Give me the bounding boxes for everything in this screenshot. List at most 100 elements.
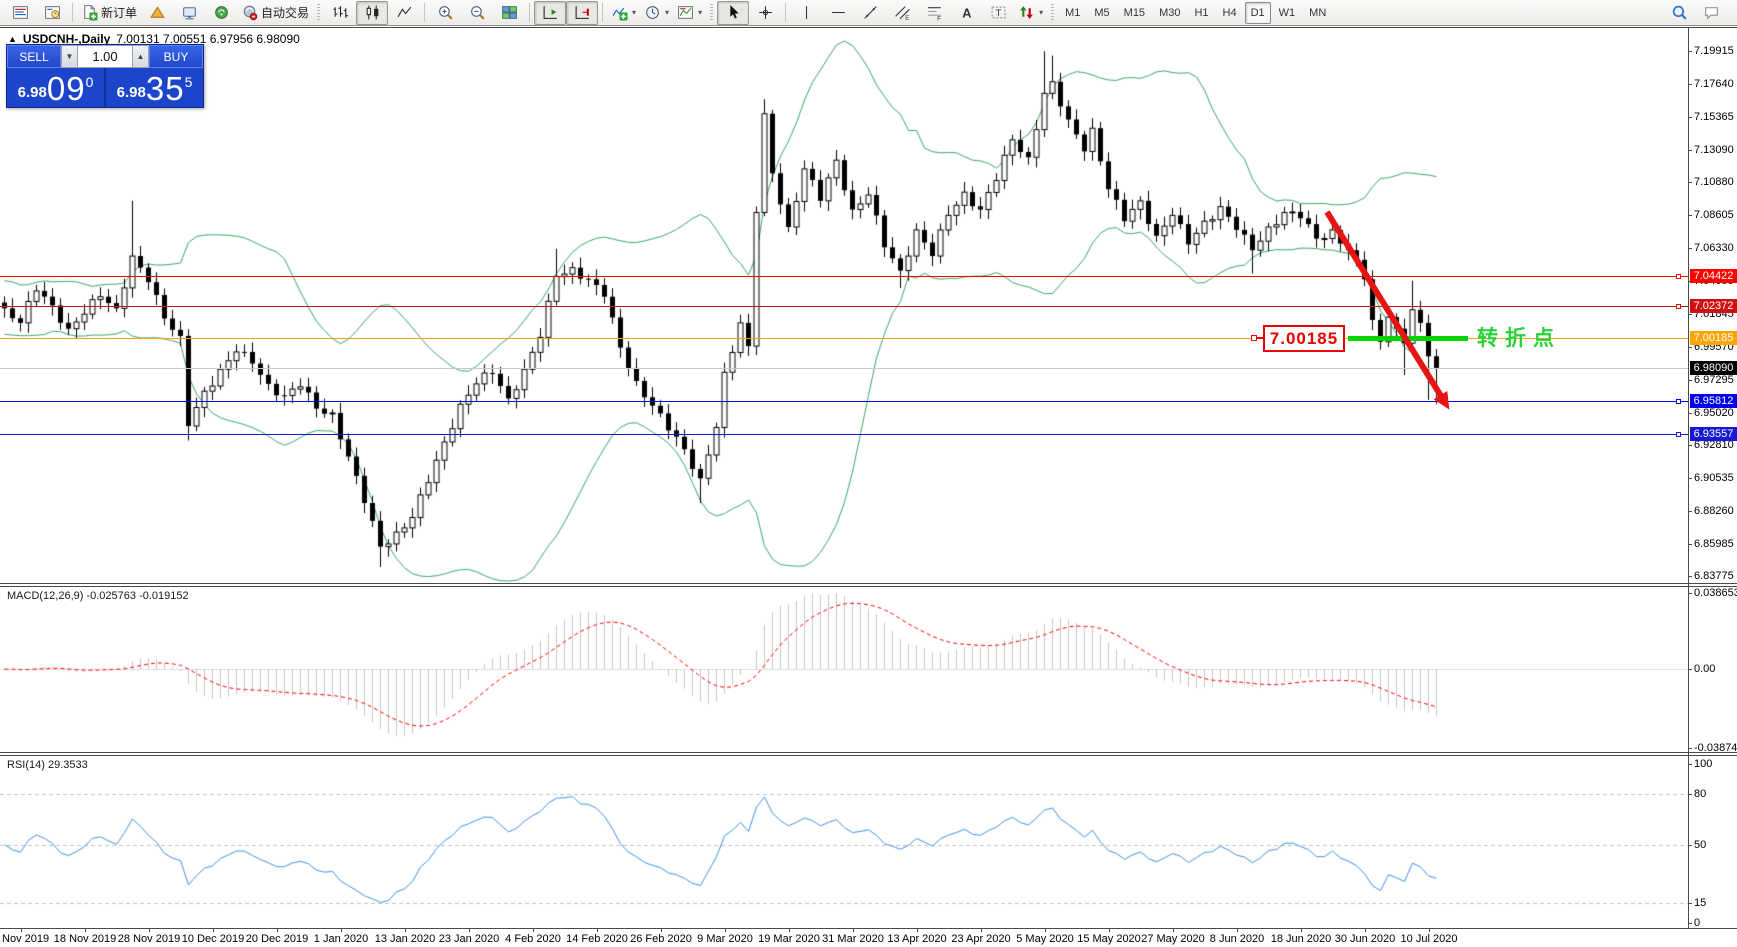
hline-7.02372[interactable] [0, 306, 1688, 307]
timeframe-mn[interactable]: MN [1309, 6, 1327, 19]
toolbar-drag-handle[interactable] [710, 3, 714, 22]
buy-button[interactable]: BUY [149, 45, 203, 68]
chat-button[interactable] [1695, 1, 1727, 25]
autotrading-button[interactable]: 自动交易 [237, 1, 313, 25]
panel-splitter[interactable] [0, 752, 1737, 756]
time-axis-tick [277, 929, 278, 932]
tile-windows-button[interactable] [493, 1, 525, 25]
subwindow-collapse-icon[interactable]: ▲ [8, 34, 17, 44]
zoom-out-button[interactable] [461, 1, 493, 25]
chevron-down-icon[interactable]: ▾ [698, 8, 703, 17]
panel-splitter[interactable] [0, 583, 1737, 587]
timeframe-w1[interactable]: W1 [1278, 6, 1296, 19]
chevron-down-icon[interactable]: ▾ [632, 8, 637, 17]
price-axis-label: 7.10880 [1694, 176, 1734, 189]
time-axis-tick [405, 929, 406, 932]
timeframe-m5[interactable]: M5 [1094, 6, 1110, 19]
time-axis-label: 30 Jun 2020 [1334, 933, 1396, 945]
chevron-down-icon[interactable]: ▾ [665, 8, 670, 17]
timeframe-h1[interactable]: H1 [1194, 6, 1209, 19]
time-axis-label: 1 Jan 2020 [313, 933, 369, 945]
chart-bars-button[interactable] [324, 1, 356, 25]
new-order-button[interactable]: 新订单 [77, 1, 141, 25]
macd-axis-label: 0.038653 [1694, 587, 1737, 599]
chart-line-button[interactable] [388, 1, 420, 25]
sell-price[interactable]: 6.98 09 0 [7, 68, 104, 107]
market-watch-button[interactable] [4, 1, 36, 25]
timeframe-h4[interactable]: H4 [1222, 6, 1237, 19]
horizontal-line-tool-button[interactable] [822, 1, 854, 25]
terminal-button[interactable] [173, 1, 205, 25]
price-axis-label: 7.15365 [1694, 111, 1734, 124]
hline-7.00185[interactable] [0, 338, 1688, 339]
indicators-list-button[interactable]: ▾ [607, 1, 640, 25]
chart-candles-button[interactable] [356, 0, 389, 25]
fibonacci-tool-button[interactable]: F [918, 1, 950, 25]
metaeditor-button[interactable] [141, 1, 173, 25]
macd-axis-tick [1688, 748, 1692, 749]
time-axis-tick [1237, 929, 1238, 932]
text-tool-button[interactable]: A [950, 1, 982, 25]
rsi-canvas[interactable] [0, 756, 1688, 928]
sell-button[interactable]: SELL [7, 45, 61, 68]
hline-handle[interactable] [1676, 432, 1681, 437]
price-annotation-box[interactable]: 7.00185 [1263, 325, 1345, 352]
trendline-tool-button[interactable] [854, 1, 886, 25]
timeframe-m1[interactable]: M1 [1065, 6, 1081, 19]
time-axis-tick [533, 929, 534, 932]
signals-button[interactable] [205, 1, 237, 25]
annotation-handle[interactable] [1251, 335, 1257, 341]
turning-point-label[interactable]: 转折点 [1477, 327, 1561, 350]
vertical-line-tool-button[interactable] [790, 1, 822, 25]
zoom-in-button[interactable] [429, 1, 461, 25]
cursor-button[interactable] [717, 0, 750, 25]
timeframe-m30[interactable]: M30 [1159, 6, 1181, 19]
turning-point-marker-line[interactable] [1348, 336, 1468, 341]
periods-list-button[interactable]: ▾ [640, 1, 673, 25]
arrows-tool-button[interactable]: ▾ [1014, 1, 1047, 25]
zoom-out-icon [469, 4, 486, 21]
hline-handle[interactable] [1676, 274, 1681, 279]
volume-input[interactable] [78, 45, 132, 68]
templates-button[interactable]: ▾ [673, 1, 706, 25]
macd-axis-tick [1688, 593, 1692, 594]
channel-tool-button[interactable]: E [886, 1, 918, 25]
periods-icon [644, 4, 661, 21]
vline-icon [798, 4, 815, 21]
time-axis-tick [789, 929, 790, 932]
time-axis-tick [853, 929, 854, 932]
chart-shift-button[interactable] [534, 0, 567, 25]
time-axis-label: 28 Nov 2019 [117, 933, 181, 945]
time-axis-tick [1301, 929, 1302, 932]
time-axis-label: 18 Nov 2019 [53, 933, 117, 945]
hline-6.93557[interactable] [0, 434, 1688, 435]
buy-price[interactable]: 6.98 35 5 [106, 68, 203, 107]
timeframe-m15[interactable]: M15 [1123, 6, 1146, 19]
macd-label: MACD(12,26,9) -0.025763 -0.019152 [7, 590, 189, 602]
chevron-down-icon[interactable]: ▾ [1039, 8, 1044, 17]
volume-up-button[interactable]: ▲ [132, 45, 149, 68]
data-window-button[interactable] [36, 1, 68, 25]
crosshair-button[interactable] [749, 1, 781, 25]
timeframe-d1[interactable]: D1 [1244, 1, 1271, 24]
time-axis-tick [469, 929, 470, 932]
label-tool-button[interactable]: T [982, 1, 1014, 25]
search-button[interactable] [1663, 1, 1695, 25]
auto-scroll-button[interactable] [566, 0, 599, 25]
hline-6.95812[interactable] [0, 401, 1688, 402]
hline-7.04422[interactable] [0, 276, 1688, 277]
terminal-icon [181, 4, 198, 21]
hline-handle[interactable] [1676, 399, 1681, 404]
zoom-in-icon [437, 4, 454, 21]
toolbar-separator [424, 3, 426, 22]
window-frame-line [0, 27, 1737, 28]
cursor-icon [725, 4, 742, 21]
toolbar-drag-handle[interactable] [317, 3, 321, 22]
buy-price-sup: 5 [184, 74, 193, 90]
macd-canvas[interactable] [0, 587, 1688, 752]
time-axis-tick [341, 929, 342, 932]
volume-down-button[interactable]: ▼ [61, 45, 78, 68]
hline-handle[interactable] [1676, 304, 1681, 309]
toolbar-drag-handle[interactable] [1051, 3, 1055, 22]
